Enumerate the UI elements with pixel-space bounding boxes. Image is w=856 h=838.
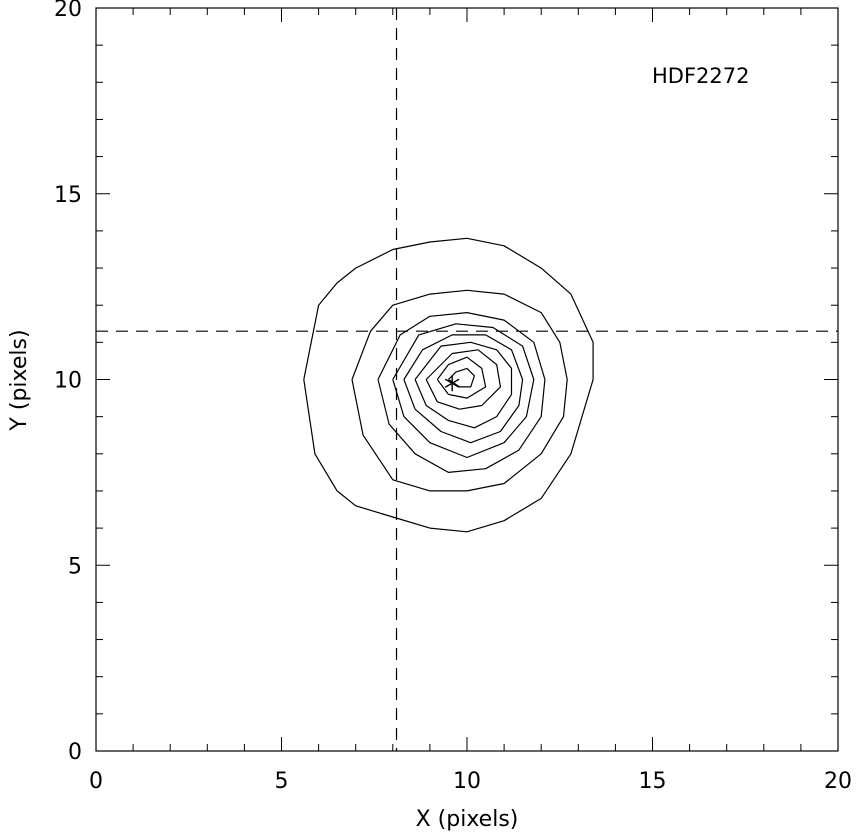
contour-level-5 — [403, 334, 524, 444]
contour-level-7 — [425, 349, 501, 410]
asterisk-stroke — [444, 378, 460, 388]
x-tick-label: 15 — [639, 769, 667, 794]
y-tick-label: 0 — [68, 740, 82, 765]
plot-frame — [95, 7, 839, 752]
y-tick-label: 10 — [54, 369, 82, 394]
plot-area-border — [95, 7, 839, 752]
reference-lines — [96, 8, 838, 751]
y-axis-label: Y (pixels) — [7, 329, 32, 431]
tick-labels: 0 5 10 15 20 0 5 10 15 20 — [54, 0, 852, 794]
y-tick-label: 20 — [54, 0, 82, 22]
source-label: HDF2272 — [652, 64, 749, 88]
contour-level-9 — [447, 367, 475, 388]
x-tick-label: 20 — [824, 769, 852, 794]
center-marker — [444, 375, 460, 392]
contour-lines — [303, 237, 594, 533]
contour-level-8 — [436, 356, 487, 399]
x-axis-label: X (pixels) — [416, 807, 519, 832]
y-tick-label: 5 — [68, 554, 82, 579]
contour-level-3 — [377, 312, 546, 473]
y-tick-label: 15 — [54, 183, 82, 208]
contour-level-6 — [414, 341, 513, 429]
contour-level-4 — [392, 323, 535, 459]
x-tick-label: 0 — [89, 769, 103, 794]
contour-level-2 — [351, 289, 568, 492]
axis-ticks — [95, 7, 839, 752]
x-tick-label: 10 — [453, 769, 481, 794]
contour-level-1 — [303, 237, 594, 533]
x-tick-label: 5 — [275, 769, 289, 794]
